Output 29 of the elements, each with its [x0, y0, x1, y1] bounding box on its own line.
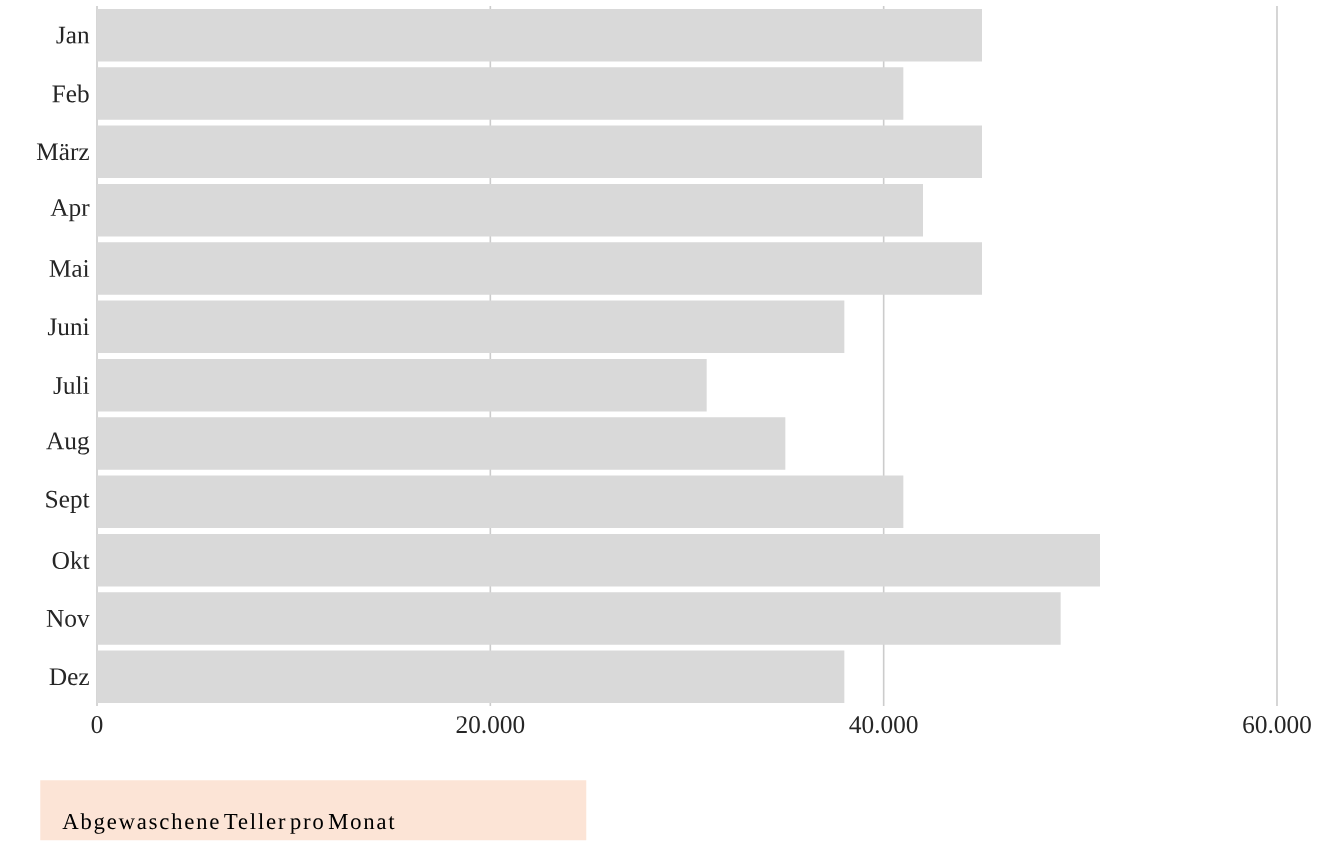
bar [97, 125, 982, 179]
bar [97, 533, 1100, 587]
y-tick-label: Dez [49, 668, 89, 686]
y-tick-label: März [36, 143, 89, 161]
y-tick-label: Mai [49, 260, 90, 278]
x-tick-label: 60.000 [1243, 716, 1311, 734]
bar [97, 358, 707, 412]
bar [97, 592, 1061, 645]
bar [97, 417, 786, 470]
y-tick-label: Apr [50, 199, 90, 222]
y-tick-label: Jan [56, 26, 90, 44]
bar [97, 650, 845, 704]
text: Abgewaschene Teller pro Monat [62, 813, 395, 834]
y-tick-label: Aug [46, 432, 90, 455]
x-tick-label: 40.000 [849, 716, 918, 734]
x-tick-label: 0 [91, 716, 103, 734]
y-tick-label: Juli [53, 376, 90, 395]
bar [97, 475, 904, 529]
y-tick-label: Juni [47, 318, 90, 336]
bar [97, 8, 982, 62]
y-tick-label: Nov [46, 610, 90, 627]
y-tick-label: Okt [52, 551, 90, 570]
bar [97, 300, 845, 354]
bar [97, 67, 904, 120]
bar [97, 242, 982, 295]
y-tick-label: Sept [46, 490, 90, 513]
y-tick-label: Feb [52, 84, 89, 103]
bar [97, 183, 923, 237]
x-tick-label: 20.000 [456, 716, 525, 734]
